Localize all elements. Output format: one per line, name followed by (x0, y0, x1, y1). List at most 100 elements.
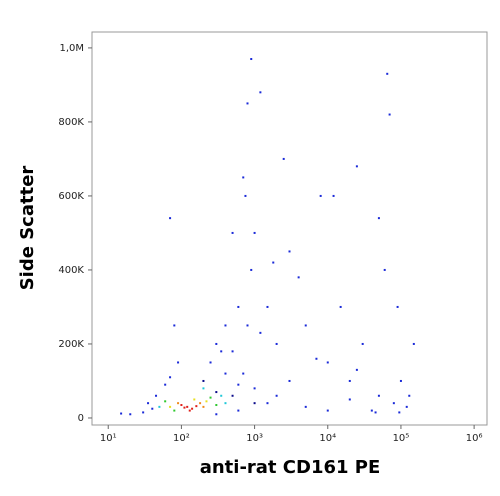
x-tick-label: 10⁵ (393, 433, 410, 444)
event-dot (224, 372, 227, 375)
event-dot (191, 407, 194, 410)
event-dot (396, 305, 399, 308)
event-dot (237, 383, 240, 386)
event-dot (151, 407, 154, 410)
event-dot (215, 391, 218, 394)
event-dot (386, 72, 389, 75)
event-dot (188, 409, 191, 412)
event-dot (129, 413, 132, 416)
event-dot (304, 324, 307, 327)
event-dot (288, 250, 291, 253)
event-dot (169, 217, 172, 220)
event-dot (177, 402, 180, 405)
event-dot (164, 400, 167, 403)
y-tick-label: 1,0M (59, 43, 84, 54)
event-dot (250, 58, 253, 61)
event-dot (237, 409, 240, 412)
event-dot (237, 305, 240, 308)
event-dot (193, 398, 196, 401)
event-dot (242, 176, 245, 179)
event-dot (266, 402, 269, 405)
event-dot (399, 379, 402, 382)
event-dot (173, 324, 176, 327)
event-dot (388, 113, 391, 116)
event-dot (348, 398, 351, 401)
event-dot (326, 409, 329, 412)
y-axis-title: Side Scatter (17, 166, 38, 291)
event-dot (202, 405, 205, 408)
event-dot (231, 394, 234, 397)
event-dot (253, 231, 256, 234)
x-tick-label: 10⁶ (466, 433, 483, 444)
event-dot (220, 394, 223, 397)
event-dot (224, 402, 227, 405)
event-dot (319, 194, 322, 197)
event-dot (202, 387, 205, 390)
y-tick-label: 400K (58, 265, 84, 276)
event-dot (332, 194, 335, 197)
event-dot (297, 276, 300, 279)
event-dot (304, 405, 307, 408)
y-tick-label: 800K (58, 117, 84, 128)
event-dot (408, 394, 411, 397)
x-axis-title: anti-rat CD161 PE (200, 457, 381, 478)
event-dot (215, 413, 218, 416)
event-dot (377, 394, 380, 397)
event-dot (147, 402, 150, 405)
event-dot (215, 342, 218, 345)
event-dot (169, 376, 172, 379)
event-dot (155, 394, 158, 397)
event-dot (199, 402, 202, 405)
event-dot (253, 387, 256, 390)
x-tick-label: 10² (173, 433, 190, 444)
event-dot (370, 409, 373, 412)
event-dot (412, 342, 415, 345)
event-dot (244, 194, 247, 197)
event-dot (253, 402, 256, 405)
event-dot (272, 261, 275, 264)
event-dot (202, 379, 205, 382)
event-dot (215, 404, 218, 407)
event-dot (164, 383, 167, 386)
event-dot (266, 305, 269, 308)
event-dot (377, 217, 380, 220)
y-tick-label: 200K (58, 339, 84, 350)
y-tick-label: 0 (78, 413, 84, 424)
event-dot (355, 165, 358, 168)
event-dot (158, 405, 161, 408)
event-dot (383, 268, 386, 271)
event-dot (315, 357, 318, 360)
event-dot (209, 396, 212, 399)
event-dot (209, 361, 212, 364)
event-dot (275, 342, 278, 345)
event-dot (392, 402, 395, 405)
event-dot (259, 91, 262, 94)
event-dot (288, 379, 291, 382)
y-tick-label: 600K (58, 191, 84, 202)
event-dot (180, 404, 183, 407)
event-dot (275, 394, 278, 397)
event-dot (205, 400, 208, 403)
event-dot (348, 379, 351, 382)
event-dot (326, 361, 329, 364)
event-dot (259, 331, 262, 334)
event-dot (339, 305, 342, 308)
event-dot (173, 409, 176, 412)
event-dot (231, 350, 234, 353)
event-dot (282, 157, 285, 160)
event-dot (398, 411, 401, 414)
event-dot (195, 405, 198, 408)
event-dot (169, 405, 172, 408)
event-dot (220, 350, 223, 353)
event-dot (374, 411, 377, 414)
event-dot (186, 405, 189, 408)
event-dot (246, 324, 249, 327)
event-dot (242, 372, 245, 375)
x-tick-label: 10¹ (100, 433, 117, 444)
x-tick-label: 10³ (246, 433, 263, 444)
event-dot (183, 406, 186, 409)
x-tick-label: 10⁴ (319, 433, 336, 444)
event-dot (177, 361, 180, 364)
event-dot (250, 268, 253, 271)
event-dot (405, 405, 408, 408)
